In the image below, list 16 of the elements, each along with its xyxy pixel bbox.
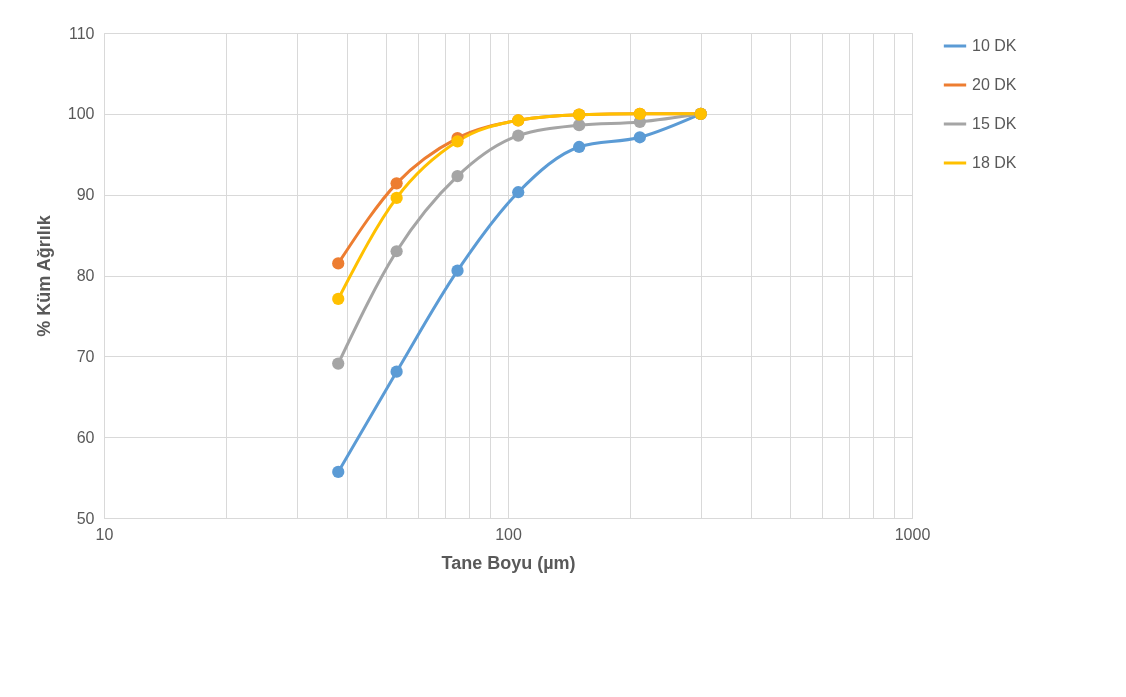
x-tick-label: 1000 [894, 525, 931, 543]
x-tick-label: 10 [95, 525, 114, 543]
y-tick-label: 100 [67, 105, 95, 123]
y-tick-label: 60 [76, 428, 95, 446]
y-tick-label: 50 [76, 509, 95, 527]
x-tick-label: 100 [495, 525, 522, 543]
legend-label: 18 DK [972, 154, 1017, 171]
y-tick-label: 70 [76, 347, 95, 365]
y-tick-label: 80 [76, 267, 95, 284]
legend-label: 15 DK [972, 115, 1017, 132]
y-tick-label: 90 [76, 186, 95, 204]
legend-label: 10 DK [972, 37, 1017, 54]
legend-label: 20 DK [972, 76, 1017, 93]
x-axis-title: Tane Boyu (µm) [441, 552, 576, 573]
y-axis-title: % Küm Ağrılık [33, 214, 54, 337]
y-tick-label: 110 [68, 24, 95, 42]
